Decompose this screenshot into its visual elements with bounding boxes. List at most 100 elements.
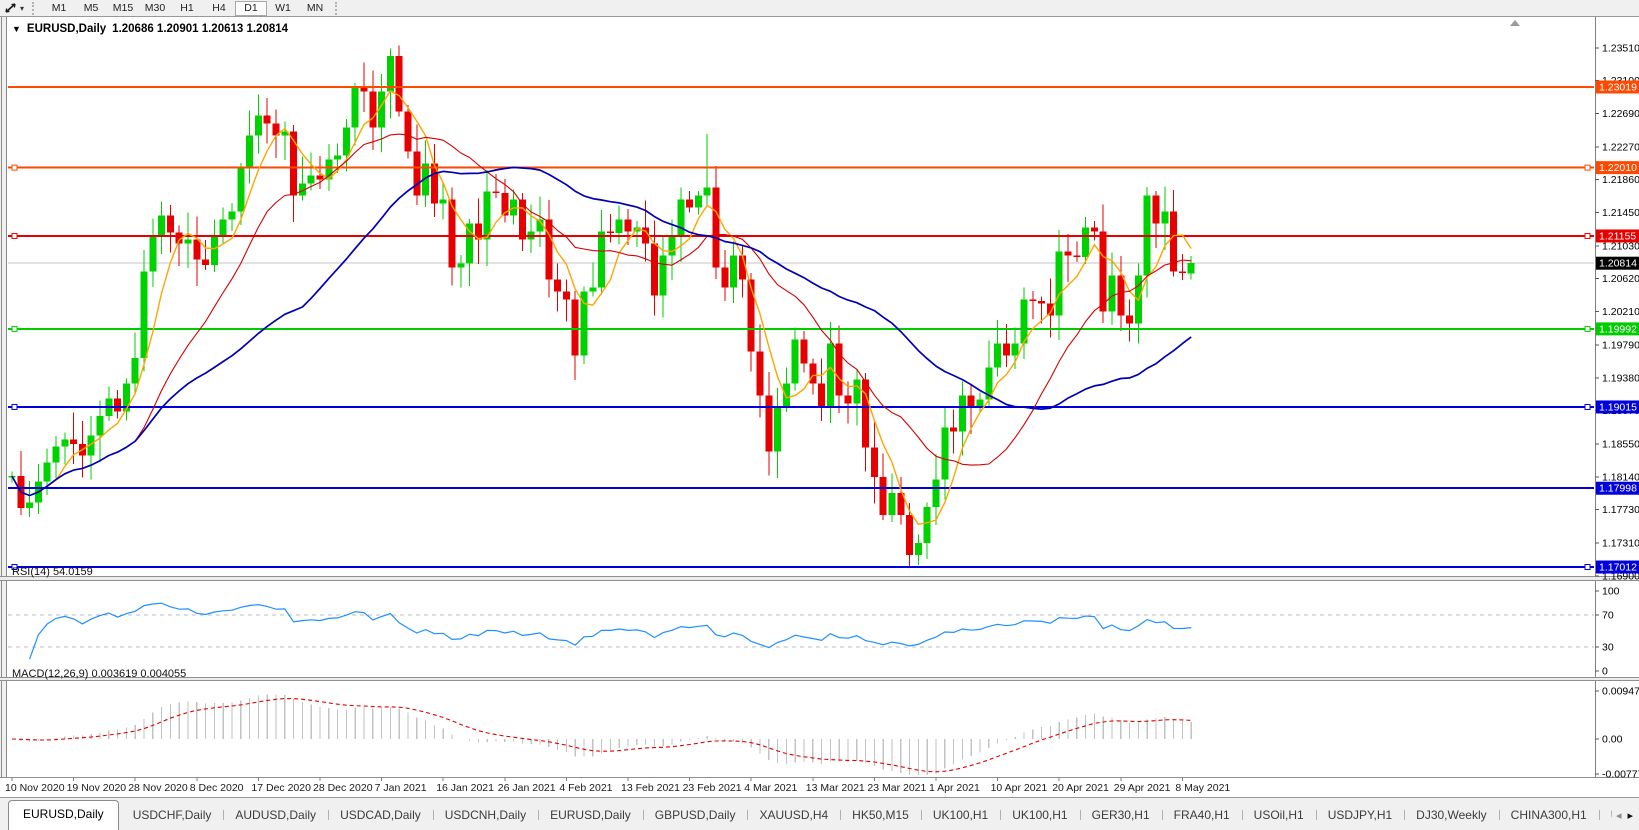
rsi-line	[29, 602, 1192, 660]
candle	[888, 492, 896, 516]
hline-handle[interactable]	[11, 164, 18, 171]
tab-scroll-right-icon[interactable]: ▸	[1627, 810, 1633, 822]
crosshair-tool-icon	[5, 3, 16, 13]
candle	[853, 379, 861, 404]
chevron-down-icon: ▾	[20, 3, 25, 13]
chart-tab-17-usc[interactable]: USC	[1598, 802, 1612, 830]
hline-handle[interactable]	[11, 403, 18, 410]
candle	[1170, 211, 1178, 272]
price-badge	[1596, 560, 1639, 574]
chart-tab-2-audusd-daily[interactable]: AUDUSD,Daily	[223, 802, 328, 830]
timeframe-button-mn[interactable]: MN	[306, 1, 324, 14]
candle	[703, 187, 711, 196]
chart-tab-12-fra40-h1[interactable]: FRA40,H1	[1161, 802, 1242, 830]
candle	[545, 219, 553, 280]
chart-tab-4-usdcnh-daily[interactable]: USDCNH,Daily	[432, 802, 538, 830]
chart-tab-14-usdjpy-h1[interactable]: USDJPY,H1	[1315, 802, 1404, 830]
candle	[624, 219, 632, 232]
timeframe-button-d1[interactable]: D1	[235, 0, 268, 16]
price-badge-label: 1.20814	[1599, 258, 1637, 270]
hline-handle[interactable]	[1584, 325, 1591, 332]
hline-handle[interactable]	[1584, 564, 1591, 571]
panel-divider[interactable]	[0, 677, 1639, 681]
price-badge	[1596, 80, 1639, 94]
candle	[395, 55, 403, 112]
candle	[52, 446, 60, 463]
chart-tab-1-usdchf-daily[interactable]: USDCHF,Daily	[132, 808, 212, 822]
chart-shift-marker[interactable]	[1510, 20, 1520, 26]
candle	[844, 395, 852, 404]
candle	[43, 462, 51, 482]
rsi-scale-label: 30	[1602, 642, 1614, 654]
panel-divider[interactable]	[0, 576, 1639, 581]
candle	[281, 131, 289, 136]
candle	[457, 263, 465, 268]
chart-canvas: 1.235101.231001.226901.222701.218601.214…	[0, 17, 1639, 794]
candle	[994, 343, 1002, 368]
chart-tab-11-ger30-h1[interactable]: GER30,H1	[1079, 802, 1162, 830]
candle	[518, 199, 526, 240]
timeframe-button-w1[interactable]: W1	[275, 1, 291, 14]
chart-tab-bar: EURUSD,Daily USDCHF,Daily AUDUSD,Daily USDC…	[0, 797, 1639, 830]
price-badge	[1596, 481, 1639, 495]
price-tick-label: 1.18140	[1602, 471, 1639, 483]
date-label: 20 Apr 2021	[1052, 782, 1109, 794]
candle	[466, 223, 474, 264]
candle	[686, 199, 694, 208]
candle	[985, 367, 993, 400]
chart-tab-16-china300-h1[interactable]: CHINA300,H1	[1498, 802, 1599, 830]
chart-tab-5-eurusd-daily[interactable]: EURUSD,Daily	[538, 802, 643, 830]
price-badge-label: 1.17998	[1599, 483, 1637, 495]
timeframe-button-m15[interactable]: M15	[112, 1, 134, 14]
timeframe-button-m5[interactable]: M5	[83, 1, 99, 14]
price-tick-label: 1.22270	[1602, 141, 1639, 153]
chart-tab-10-uk100-h1[interactable]: UK100,H1	[1000, 802, 1079, 830]
hline-handle[interactable]	[1584, 232, 1591, 239]
candle	[571, 299, 579, 356]
timeframe-button-h1[interactable]: H1	[180, 1, 194, 14]
candle	[1152, 195, 1160, 224]
collapse-arrow-icon[interactable]: ▼	[12, 24, 21, 34]
chart-tab-8-hk50-m15[interactable]: HK50,M15	[840, 802, 921, 830]
candle	[386, 55, 394, 92]
date-label: 28 Dec 2020	[313, 782, 373, 794]
candle	[923, 507, 931, 544]
date-label: 1 Apr 2021	[929, 782, 980, 794]
candle	[96, 416, 104, 436]
chart-tab-13-usoil-h1[interactable]: USOil,H1	[1241, 802, 1316, 830]
ma-line-34	[11, 166, 1192, 497]
candle	[1038, 301, 1046, 304]
date-label: 28 Nov 2020	[128, 782, 188, 794]
timeframe-button-m1[interactable]: M1	[51, 1, 67, 14]
candle	[659, 255, 667, 296]
price-badge-label: 1.22010	[1599, 162, 1637, 174]
hline-handle[interactable]	[1584, 164, 1591, 171]
candle	[272, 123, 280, 136]
tab-scroll-left-icon[interactable]: ◂	[1615, 810, 1622, 822]
chart-tab-9-uk100-h1[interactable]: UK100,H1	[920, 802, 1000, 830]
chart-tab-6-gbpusd-daily[interactable]: GBPUSD,Daily	[642, 802, 748, 830]
candle	[26, 502, 34, 509]
candle	[158, 215, 166, 237]
toolbar-grip-2	[335, 1, 342, 15]
hline-handle[interactable]	[1584, 403, 1591, 410]
hline-handle[interactable]	[11, 325, 18, 332]
timeframe-button-m30[interactable]: M30	[144, 1, 166, 14]
candle	[140, 271, 148, 358]
price-badge	[1596, 229, 1639, 243]
toolbar-grip	[32, 1, 39, 15]
chart-tab-15-dj30-weekly[interactable]: DJ30,Weekly	[1404, 802, 1498, 830]
price-badge	[1596, 400, 1639, 414]
candle	[1117, 275, 1125, 316]
chart-tab-7-xauusd-h4[interactable]: XAUUSD,H4	[747, 802, 840, 830]
ma-line-5	[11, 90, 1192, 525]
hline-handle[interactable]	[11, 232, 18, 239]
chart-tools-button[interactable]: ▾	[0, 1, 28, 16]
hline-handle[interactable]	[11, 564, 18, 571]
chart-tab-3-usdcad-daily[interactable]: USDCAD,Daily	[328, 802, 433, 830]
chart-tab-0-eurusd-daily[interactable]: EURUSD,Daily	[8, 800, 119, 830]
candle	[932, 479, 940, 508]
candle	[263, 115, 271, 124]
timeframe-button-h4[interactable]: H4	[212, 1, 226, 14]
